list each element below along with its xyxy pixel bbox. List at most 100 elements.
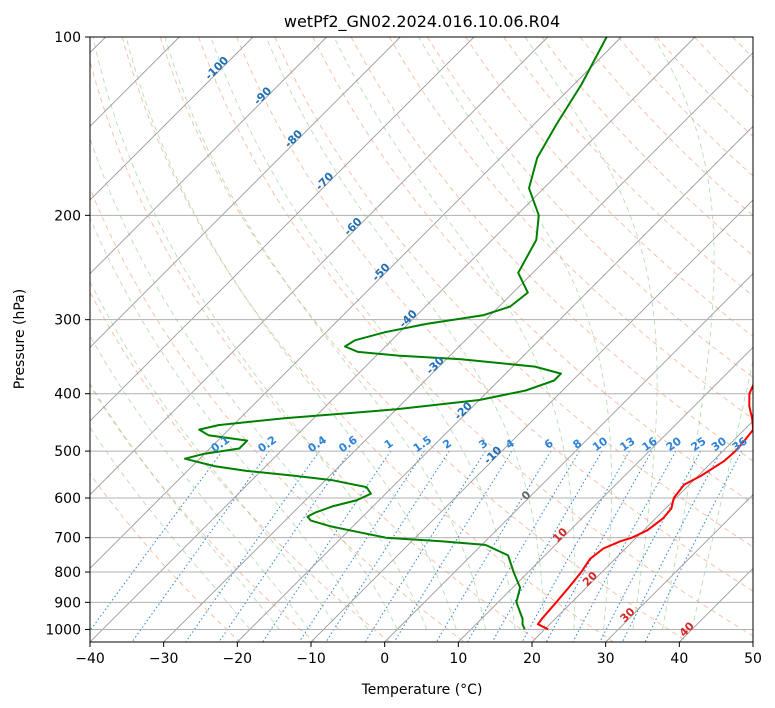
mixing-ratio-label: 1.5 [411,433,434,455]
isotherm [752,641,753,642]
y-tick-label: 300 [54,313,81,329]
mixing-ratio-line [364,450,486,642]
mixing-ratio-line [325,450,450,642]
y-tick-label: 200 [54,208,81,224]
mixing-ratio-line [545,450,653,642]
isotherm [163,52,753,642]
mixing-ratio-line [491,450,603,642]
y-tick-label: 900 [54,595,81,611]
mixing-ratio-line [572,450,677,642]
mixing-ratio-line [644,450,743,642]
dry-adiabat [90,59,540,642]
isotherm [458,346,753,642]
moist-adiabat [90,216,369,630]
moist-adiabat [524,37,658,630]
isotherm [90,37,401,348]
moist-adiabat [265,37,546,630]
moist-adiabat [125,37,457,630]
isotherm-label: -40 [397,307,420,330]
isotherm [531,420,753,642]
moist-adiabat [653,37,715,630]
dry-adiabat [90,291,390,642]
mixing-ratio-line [218,450,351,642]
profile-lines [183,37,753,631]
mixing-ratio-line [131,450,270,642]
profile-line [183,37,608,630]
mixing-ratio-label: 0.4 [306,433,330,455]
mixing-ratio-label: 2 [440,437,454,452]
y-axis-label: Pressure (hPa) [12,289,28,389]
x-axis-label: Temperature (°C) [361,682,483,698]
mixing-ratio-line [521,450,630,642]
moist-adiabat [90,136,398,630]
x-tick-label: 50 [744,651,762,667]
chart-title: wetPf2_GN02.2024.016.10.06.R04 [284,12,560,32]
mixing-ratio-label: 0.6 [336,433,360,455]
mixing-ratio-line [90,450,223,632]
moist-adiabat [164,37,487,630]
mixing-ratio-line [262,450,392,642]
moist-adiabat [92,37,428,630]
mixing-ratio-line [435,450,552,642]
isotherm-label: -60 [341,215,364,238]
in-plot-labels: -100-90-80-70-60-50-40-30-20-10010203040… [202,54,750,640]
y-tick-label: 800 [54,565,81,581]
moist-adiabat [691,358,753,630]
y-tick-label: 400 [54,387,81,403]
y-axis: 100 200 300 400 500 600 700 800 900 1000 [45,30,90,638]
plot-frame [89,36,754,643]
mixing-ratio-label: 0.2 [256,433,279,455]
mixing-ratio-line [185,450,320,642]
dry-adiabat [90,384,315,642]
mixing-ratio-line [599,450,701,642]
dry-adiabat [388,37,753,420]
mixing-ratio-label: 1 [382,437,396,452]
y-tick-label: 700 [54,531,81,547]
background-lines [90,37,775,642]
mixing-ratio-line [298,450,425,642]
x-tick-label: −10 [296,651,326,667]
moist-adiabat [90,383,280,630]
x-tick-label: 30 [597,651,615,667]
dry-adiabat [274,37,753,548]
isotherm-label: -90 [251,84,274,107]
isotherm [90,37,254,201]
moist-adiabat [333,37,576,630]
dry-adiabat [503,37,753,297]
dry-adiabat [465,37,753,337]
isotherm [679,567,753,642]
x-tick-label: 40 [670,651,688,667]
isotherm [90,37,327,275]
x-tick-label: −40 [75,651,105,667]
dry-adiabat [732,37,753,59]
isotherm-label: 30 [618,605,638,625]
dry-adiabat [121,37,614,642]
dry-adiabat [236,37,753,592]
y-tick-label: 100 [54,30,81,46]
moist-adiabat [90,334,310,630]
dry-adiabat [541,37,753,257]
x-tick-label: −30 [149,651,179,667]
dry-adiabat [90,473,241,642]
moist-adiabat [418,37,613,630]
isotherm-label: -80 [282,127,305,150]
isotherm [310,199,753,642]
x-tick-label: 0 [380,651,389,667]
dry-adiabat [350,37,753,462]
isotherm-label: 10 [550,525,570,545]
dry-adiabat [771,37,775,642]
moist-adiabat [90,426,251,630]
mixing-ratio-label: 4 [503,436,517,451]
isotherm [90,37,622,569]
dry-adiabat [694,37,753,98]
dry-adiabat [198,37,753,637]
y-tick-label: 1000 [45,622,81,638]
profile-line [537,383,753,631]
isotherm-label: 40 [677,619,697,639]
x-tick-label: 10 [449,651,467,667]
y-tick-label: 500 [54,444,81,460]
isotherm [90,37,548,496]
x-axis: −40 −30 −20 −10 0 10 20 30 40 50 [75,642,762,667]
x-tick-label: −20 [223,651,253,667]
